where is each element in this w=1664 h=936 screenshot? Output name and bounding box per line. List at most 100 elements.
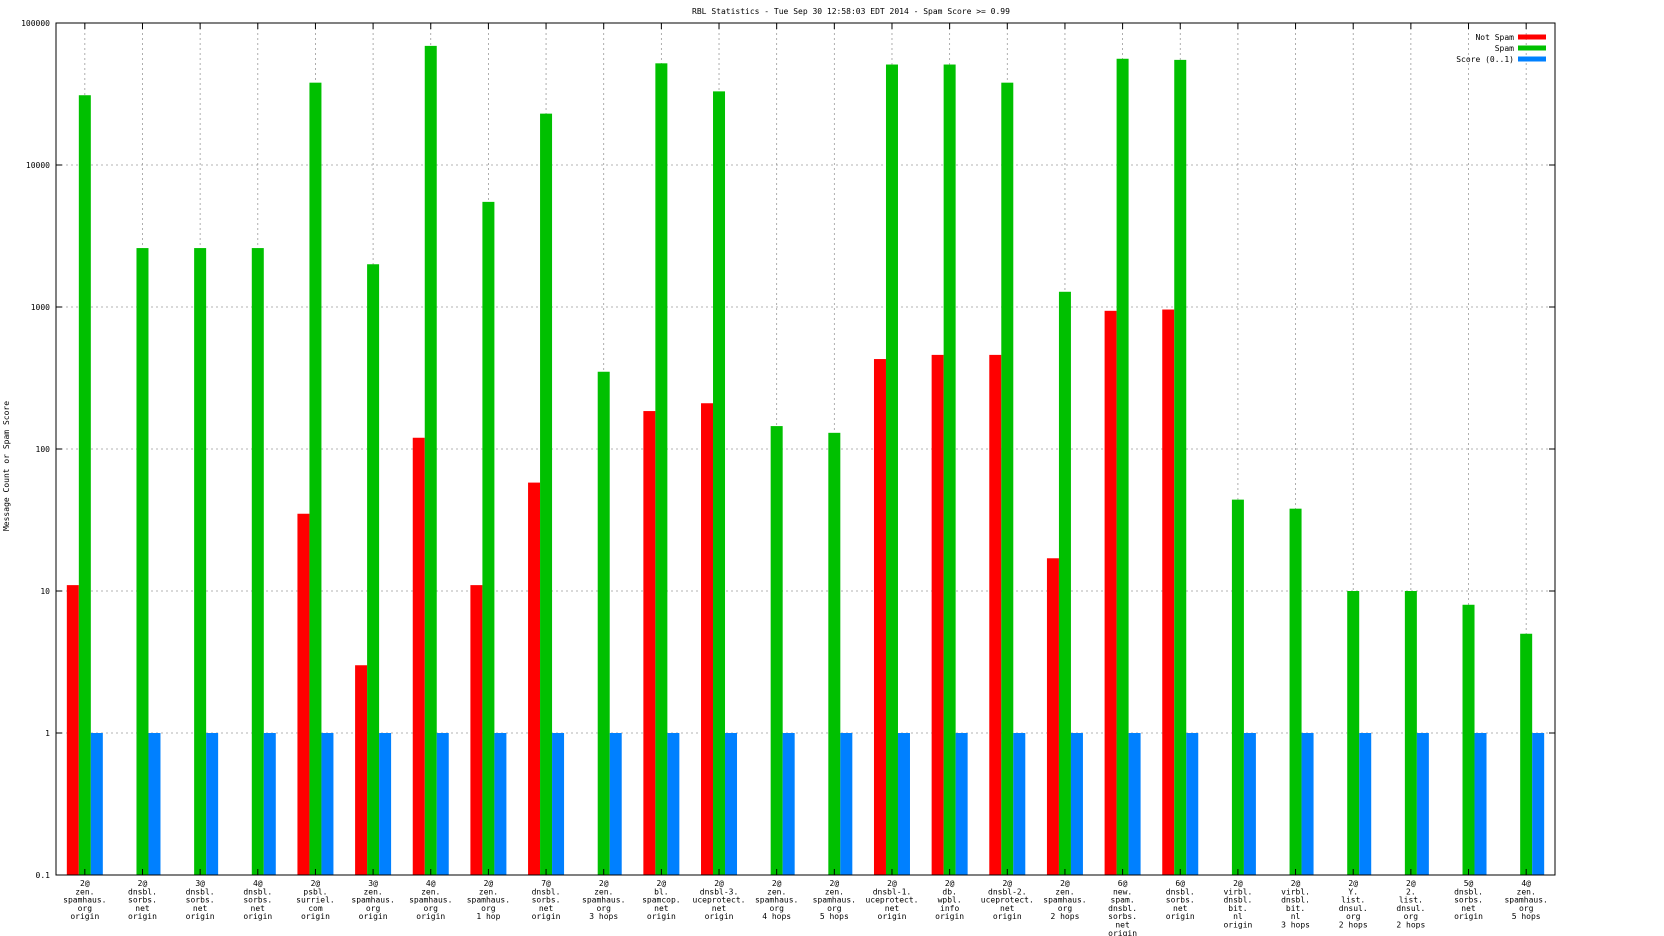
- grid-lines: [56, 23, 1555, 875]
- bar-score-0-1: [840, 733, 853, 875]
- bar-score-0-1: [1070, 733, 1083, 875]
- x-tick-label: 4@ zen. spamhaus. org 5 hops: [1504, 879, 1547, 921]
- bar-spam: [1116, 58, 1129, 875]
- bar-spam: [424, 45, 437, 876]
- legend: Not Spam Spam Score (0..1): [1456, 33, 1546, 64]
- x-tick-label: 2@ zen. spamhaus. org 2 hops: [1043, 879, 1086, 921]
- bar-score-0-1: [148, 733, 161, 875]
- bar-spam: [1462, 604, 1475, 875]
- bar-spam: [828, 432, 841, 875]
- y-axis-ticks: 0.1 1 10 100 1000 10000 100000: [21, 19, 1555, 880]
- bar-spam: [1347, 591, 1360, 875]
- x-tick-label: 5@ dnsbl. sorbs. net origin: [1454, 879, 1483, 921]
- bar-score-0-1: [1474, 733, 1487, 875]
- legend-swatch: [1518, 56, 1546, 62]
- legend-label: Not Spam: [1475, 33, 1514, 42]
- x-tick-label: 2@ dnsbl-2. uceprotect. net origin: [981, 879, 1034, 921]
- y-tick-label: 1: [45, 729, 50, 738]
- x-tick-label: 4@ dnsbl. sorbs. net origin: [243, 879, 272, 921]
- bar-spam: [482, 201, 495, 875]
- x-tick-label: 2@ db. wpbl. info origin: [935, 879, 964, 921]
- legend-swatch: [1518, 45, 1546, 51]
- bar-marks: [66, 45, 1545, 876]
- bar-not-spam: [297, 513, 310, 875]
- x-tick-label: 2@ 2. list. dnsul. org 2 hops: [1396, 879, 1425, 930]
- bar-spam: [943, 64, 956, 876]
- bar-spam: [1231, 499, 1244, 875]
- legend-label: Spam: [1495, 44, 1514, 53]
- x-tick-label: 2@ zen. spamhaus. org 5 hops: [813, 879, 856, 921]
- bar-not-spam: [643, 411, 656, 875]
- bar-spam: [1058, 291, 1071, 875]
- y-axis-label: Message Count or Spam Score: [2, 401, 11, 531]
- bar-score-0-1: [955, 733, 968, 875]
- x-tick-label: 2@ zen. spamhaus. org origin: [63, 879, 106, 921]
- bar-score-0-1: [1532, 733, 1545, 875]
- bar-not-spam: [1104, 310, 1117, 875]
- x-axis-ticks: 2@ zen. spamhaus. org origin 2@ dnsbl. sorbs. ne…: [63, 23, 1548, 936]
- bar-not-spam: [701, 403, 714, 875]
- x-tick-label: 6@ dnsbl. sorbs. net origin: [1166, 879, 1195, 921]
- y-tick-label: 0.1: [36, 871, 51, 880]
- bar-score-0-1: [1128, 733, 1141, 875]
- bar-not-spam: [66, 585, 79, 875]
- bar-spam: [251, 248, 264, 875]
- x-tick-label: 2@ dnsbl-1. uceprotect. net origin: [865, 879, 918, 921]
- bar-not-spam: [989, 354, 1002, 875]
- bar-not-spam: [355, 665, 368, 875]
- bar-spam: [309, 82, 322, 876]
- x-tick-label: 2@ zen. spamhaus. org 3 hops: [582, 879, 625, 921]
- bar-score-0-1: [436, 733, 449, 875]
- x-tick-label: 3@ dnsbl. sorbs. net origin: [186, 879, 215, 921]
- bar-score-0-1: [725, 733, 738, 875]
- bar-spam: [136, 248, 149, 875]
- bar-score-0-1: [667, 733, 680, 875]
- bar-score-0-1: [1243, 733, 1256, 875]
- y-tick-label: 1000: [31, 303, 50, 312]
- bar-not-spam: [873, 359, 886, 875]
- bar-spam: [713, 91, 726, 875]
- legend-swatch: [1518, 34, 1546, 40]
- bar-score-0-1: [1416, 733, 1429, 875]
- chart-title: RBL Statistics - Tue Sep 30 12:58:03 EDT…: [692, 7, 1010, 16]
- bar-not-spam: [931, 354, 944, 875]
- x-tick-label: 2@ zen. spamhaus. org 1 hop: [467, 879, 510, 921]
- bar-score-0-1: [897, 733, 910, 875]
- x-tick-label: 2@ dnsbl. sorbs. net origin: [128, 879, 157, 921]
- bar-score-0-1: [90, 733, 103, 875]
- bar-spam: [194, 248, 207, 875]
- bar-spam: [597, 371, 610, 875]
- bar-spam: [1001, 82, 1014, 876]
- x-tick-label: 2@ dnsbl-3. uceprotect. net origin: [693, 879, 746, 921]
- x-tick-label: 7@ dnsbl. sorbs. net origin: [532, 879, 561, 921]
- x-tick-label: 2@ zen. spamhaus. org 4 hops: [755, 879, 798, 921]
- bar-not-spam: [1162, 309, 1175, 876]
- bar-spam: [78, 95, 91, 876]
- bar-score-0-1: [321, 733, 334, 875]
- x-tick-label: 2@ bl. spamcop. net origin: [642, 879, 681, 921]
- bar-not-spam: [412, 437, 425, 875]
- bar-score-0-1: [552, 733, 565, 875]
- bar-not-spam: [1046, 558, 1059, 875]
- plot-frame: [55, 22, 1556, 876]
- bar-score-0-1: [782, 733, 795, 875]
- bar-score-0-1: [1186, 733, 1199, 875]
- bar-spam: [770, 426, 783, 875]
- x-tick-label: 2@ virbl. dnsbl. bit. nl origin: [1223, 879, 1252, 930]
- x-tick-label: 4@ zen. spamhaus. org origin: [409, 879, 452, 921]
- x-tick-label: 2@ virbl. dnsbl. bit. nl 3 hops: [1281, 879, 1310, 930]
- bar-score-0-1: [1359, 733, 1372, 875]
- bar-spam: [1520, 633, 1533, 875]
- bar-spam: [885, 64, 898, 876]
- y-tick-label: 10: [40, 587, 50, 596]
- bar-spam: [1174, 59, 1187, 875]
- bar-score-0-1: [1301, 733, 1314, 875]
- x-tick-label: 2@ psbl. surriel. com origin: [296, 879, 335, 921]
- bar-spam: [655, 63, 668, 876]
- bar-score-0-1: [206, 733, 219, 875]
- bar-score-0-1: [263, 733, 276, 875]
- y-tick-label: 10000: [26, 161, 50, 170]
- bar-score-0-1: [494, 733, 507, 875]
- bar-not-spam: [528, 482, 541, 875]
